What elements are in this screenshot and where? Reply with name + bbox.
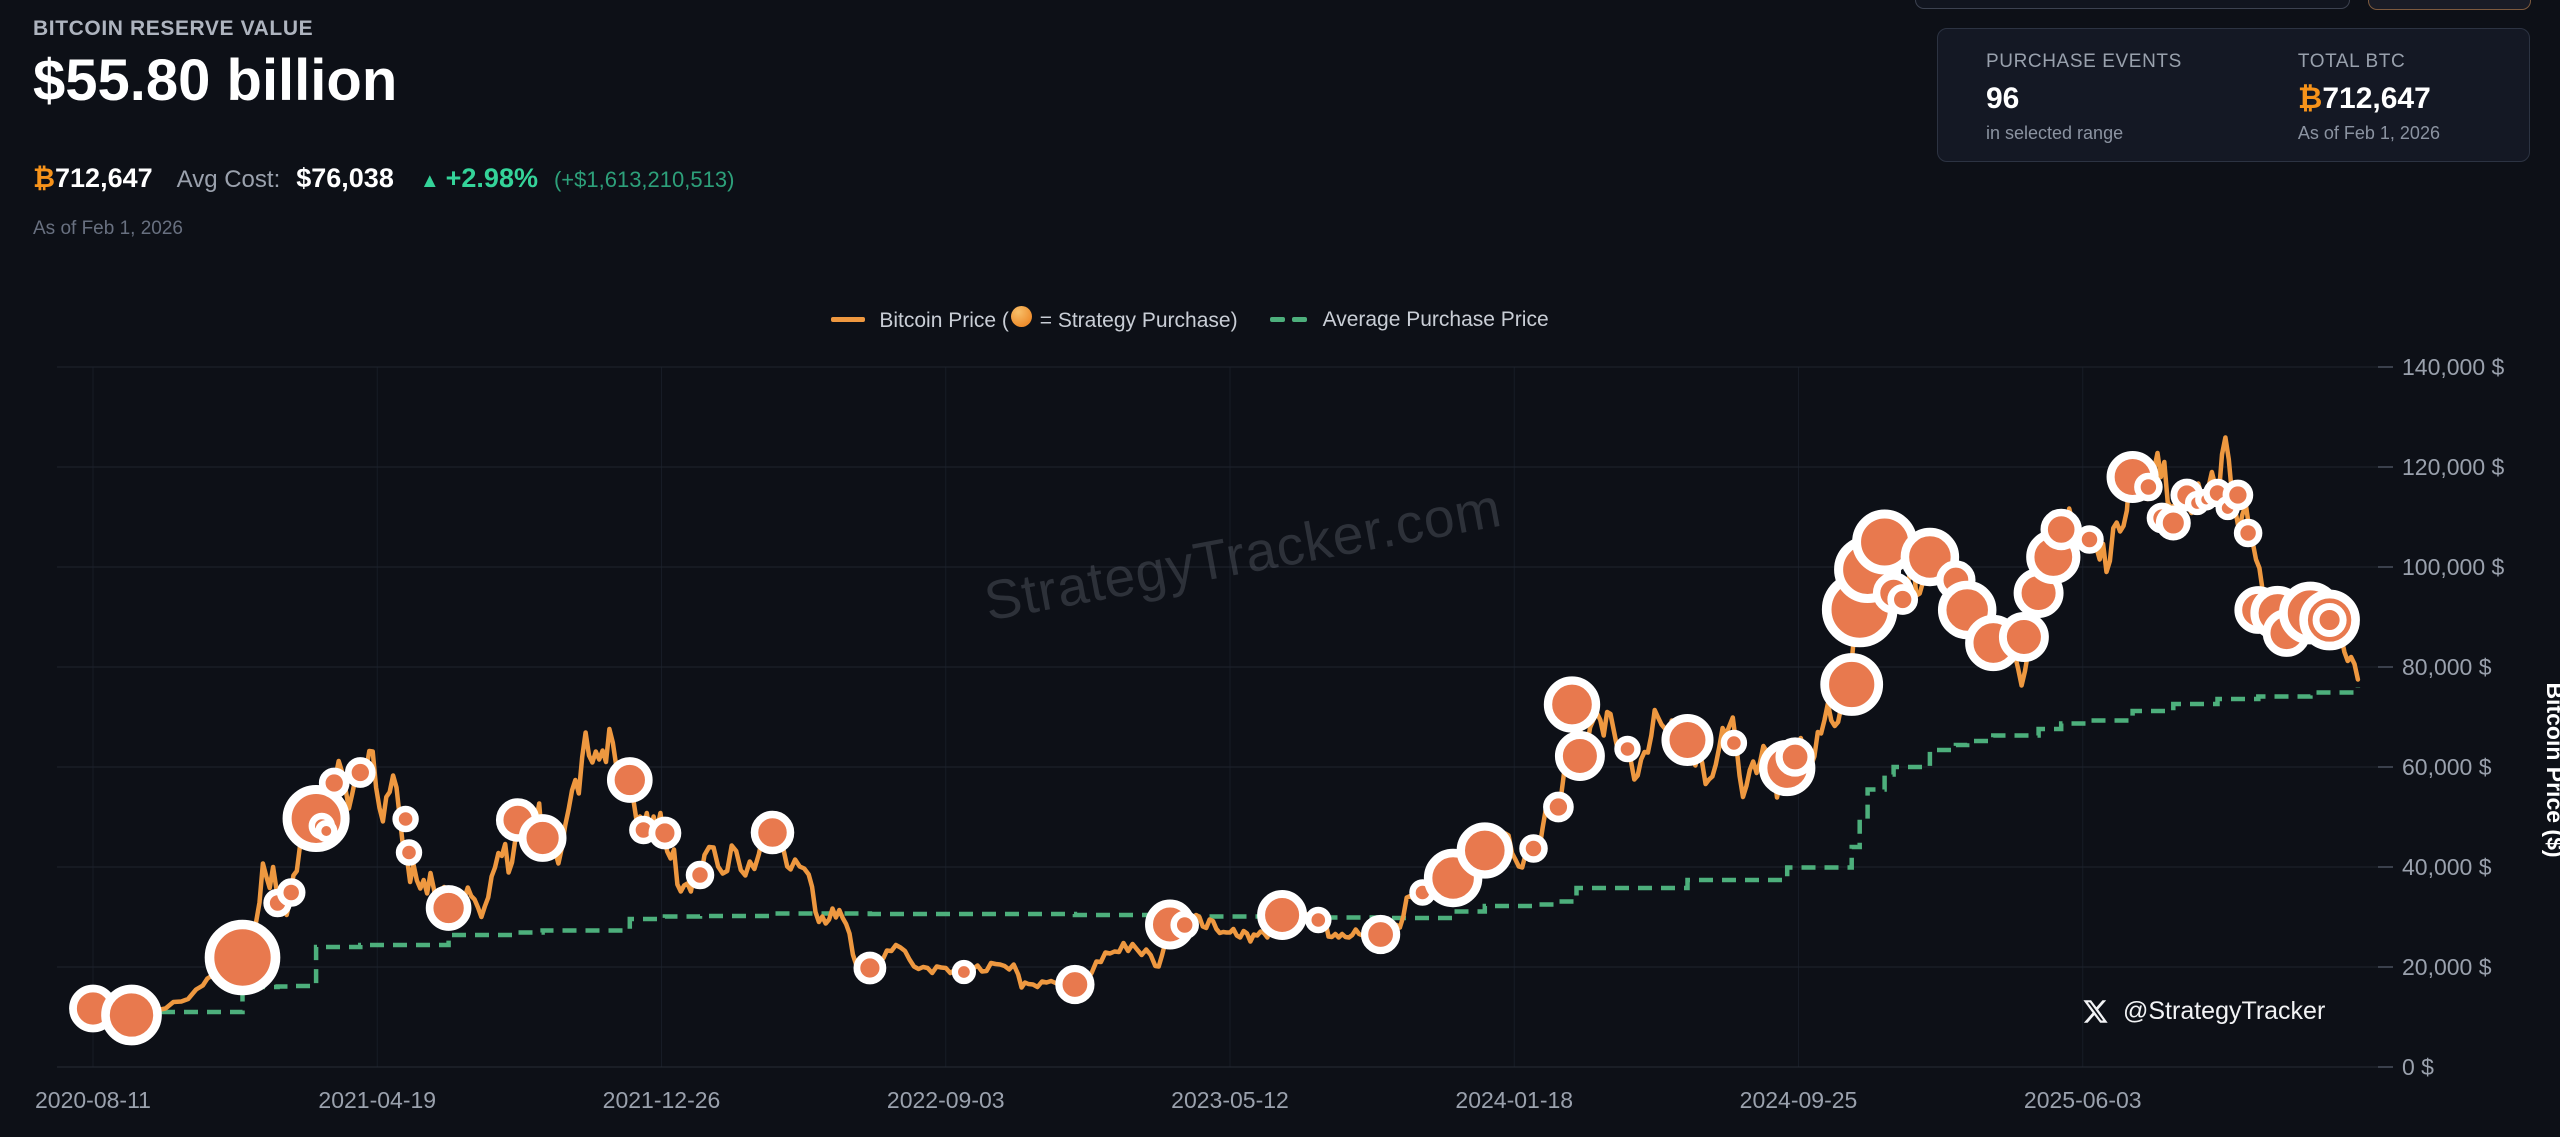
- purchase-events-value: 96: [1986, 82, 2020, 115]
- purchase-bubble[interactable]: [1305, 906, 1332, 934]
- latest-purchase-ring: [2312, 602, 2347, 638]
- purchase-bubble[interactable]: [951, 959, 977, 985]
- purchase-bubble[interactable]: [1775, 737, 1815, 777]
- y-axis-title: Bitcoin Price ($): [2542, 682, 2560, 857]
- x-axis-label: 2024-01-18: [1455, 1087, 1573, 1113]
- x-axis-label: 2022-09-03: [887, 1087, 1005, 1113]
- y-axis-label: 100,000 $: [2402, 554, 2505, 580]
- y-axis-label: 60,000 $: [2402, 754, 2492, 780]
- purchase-bubble[interactable]: [2299, 589, 2360, 651]
- legend-avg-item[interactable]: Average Purchase Price: [1322, 307, 1549, 331]
- chart-legend: Bitcoin Price ( = Strategy Purchase) Ave…: [0, 306, 2380, 333]
- purchase-bubble[interactable]: [1519, 834, 1548, 863]
- price-line-swatch: [831, 317, 866, 322]
- purchase-bubble[interactable]: [425, 885, 472, 931]
- x-axis-label: 2023-05-12: [1171, 1087, 1289, 1113]
- page-title: BITCOIN RESERVE VALUE: [33, 17, 314, 40]
- purchase-bubble[interactable]: [318, 767, 350, 799]
- purchase-bubble[interactable]: [750, 810, 795, 855]
- btc-amount: 712,647: [55, 163, 153, 193]
- x-axis-label: 2024-09-25: [1740, 1087, 1858, 1113]
- avg-purchase-price-line: [93, 687, 2361, 1015]
- social-handle[interactable]: @StrategyTracker: [2082, 997, 2325, 1026]
- purchase-bubble[interactable]: [1055, 964, 1095, 1005]
- purchase-bubble[interactable]: [2134, 472, 2163, 502]
- purchase-bubble[interactable]: [1456, 822, 1513, 879]
- y-axis-label: 40,000 $: [2402, 854, 2492, 880]
- btc-holdings: ₿712,647: [33, 163, 153, 194]
- x-axis-label: 2021-12-26: [603, 1087, 721, 1113]
- total-btc-stat: TOTAL BTC ₿712,647 As of Feb 1, 2026: [2298, 51, 2440, 161]
- purchase-events-label: PURCHASE EVENTS: [1986, 51, 2182, 72]
- purchase-bubble[interactable]: [1661, 713, 1714, 767]
- purchase-bubble[interactable]: [648, 816, 682, 850]
- purchase-bubble[interactable]: [276, 878, 306, 907]
- reserve-value: $55.80 billion: [33, 48, 398, 113]
- avg-line-swatch: [1269, 317, 1307, 322]
- purchase-bubble[interactable]: [2155, 505, 2191, 541]
- purchase-bubble[interactable]: [685, 860, 715, 890]
- purchase-bubble[interactable]: [101, 984, 162, 1046]
- purchase-bubble[interactable]: [395, 839, 423, 866]
- header: BITCOIN RESERVE VALUE $55.80 billion: [33, 17, 397, 112]
- purchase-bubble[interactable]: [204, 919, 281, 996]
- as-of-date: As of Feb 1, 2026: [33, 218, 183, 239]
- change-percent: ▲ +2.98%: [419, 163, 538, 193]
- purchase-bubble[interactable]: [1543, 791, 1574, 823]
- legend-price-item[interactable]: Bitcoin Price ( = Strategy Purchase): [879, 306, 1238, 333]
- y-axis-label: 0 $: [2402, 1054, 2434, 1080]
- purchase-bubble[interactable]: [1257, 890, 1308, 940]
- purchase-ball-icon: [1010, 306, 1032, 327]
- handle-text: @StrategyTracker: [2123, 997, 2326, 1025]
- purchase-bubble[interactable]: [1720, 729, 1748, 757]
- avg-cost-value: $76,038: [296, 163, 394, 193]
- purchase-bubble[interactable]: [1543, 676, 1601, 733]
- purchase-bubble[interactable]: [518, 814, 567, 862]
- purchase-bubble[interactable]: [1820, 653, 1884, 716]
- purchase-bubble[interactable]: [315, 819, 338, 843]
- btc-symbol: ₿: [2297, 82, 2323, 115]
- purchase-bubble[interactable]: [1170, 910, 1199, 940]
- total-btc-label: TOTAL BTC: [2297, 51, 2406, 72]
- y-axis-label: 140,000 $: [2402, 354, 2505, 380]
- stats-panel: PURCHASE EVENTS 96 in selected range TOT…: [1937, 28, 2530, 162]
- x-axis-label: 2025-06-03: [2024, 1087, 2142, 1113]
- purchase-bubble[interactable]: [1887, 584, 1919, 615]
- x-axis-label: 2020-08-11: [35, 1087, 151, 1113]
- up-arrow-icon: ▲: [419, 170, 440, 192]
- avg-cost-label: Avg Cost:: [176, 166, 281, 193]
- stats-row: ₿712,647 Avg Cost: $76,038 ▲ +2.98% (+$1,…: [33, 163, 734, 194]
- purchase-bubble[interactable]: [2075, 525, 2104, 554]
- y-axis-label: 20,000 $: [2402, 954, 2492, 980]
- btc-symbol: ₿: [33, 163, 56, 193]
- purchase-bubble[interactable]: [853, 951, 887, 985]
- purchase-bubble[interactable]: [1614, 735, 1641, 763]
- purchase-bubble[interactable]: [2233, 518, 2263, 548]
- purchase-bubble[interactable]: [344, 757, 376, 788]
- total-btc-value: ₿712,647: [2297, 82, 2431, 115]
- purchase-bubble[interactable]: [392, 805, 419, 833]
- purchase-bubble[interactable]: [606, 757, 653, 803]
- change-absolute: (+$1,613,210,513): [553, 167, 735, 192]
- purchase-events-stat: PURCHASE EVENTS 96 in selected range: [1986, 51, 2182, 161]
- total-btc-sub: As of Feb 1, 2026: [2297, 123, 2440, 143]
- purchase-bubble[interactable]: [2222, 479, 2254, 511]
- purchase-bubble[interactable]: [1360, 914, 1401, 955]
- purchase-events-sub: in selected range: [1986, 123, 2124, 143]
- purchase-bubble[interactable]: [1998, 612, 2049, 662]
- y-axis-label: 80,000 $: [2402, 654, 2492, 680]
- x-logo-icon: [2083, 1000, 2108, 1023]
- purchase-bubble[interactable]: [2040, 508, 2082, 551]
- purchase-bubble[interactable]: [1554, 731, 1605, 781]
- x-axis-label: 2021-04-19: [318, 1087, 436, 1113]
- y-axis-label: 120,000 $: [2402, 454, 2505, 480]
